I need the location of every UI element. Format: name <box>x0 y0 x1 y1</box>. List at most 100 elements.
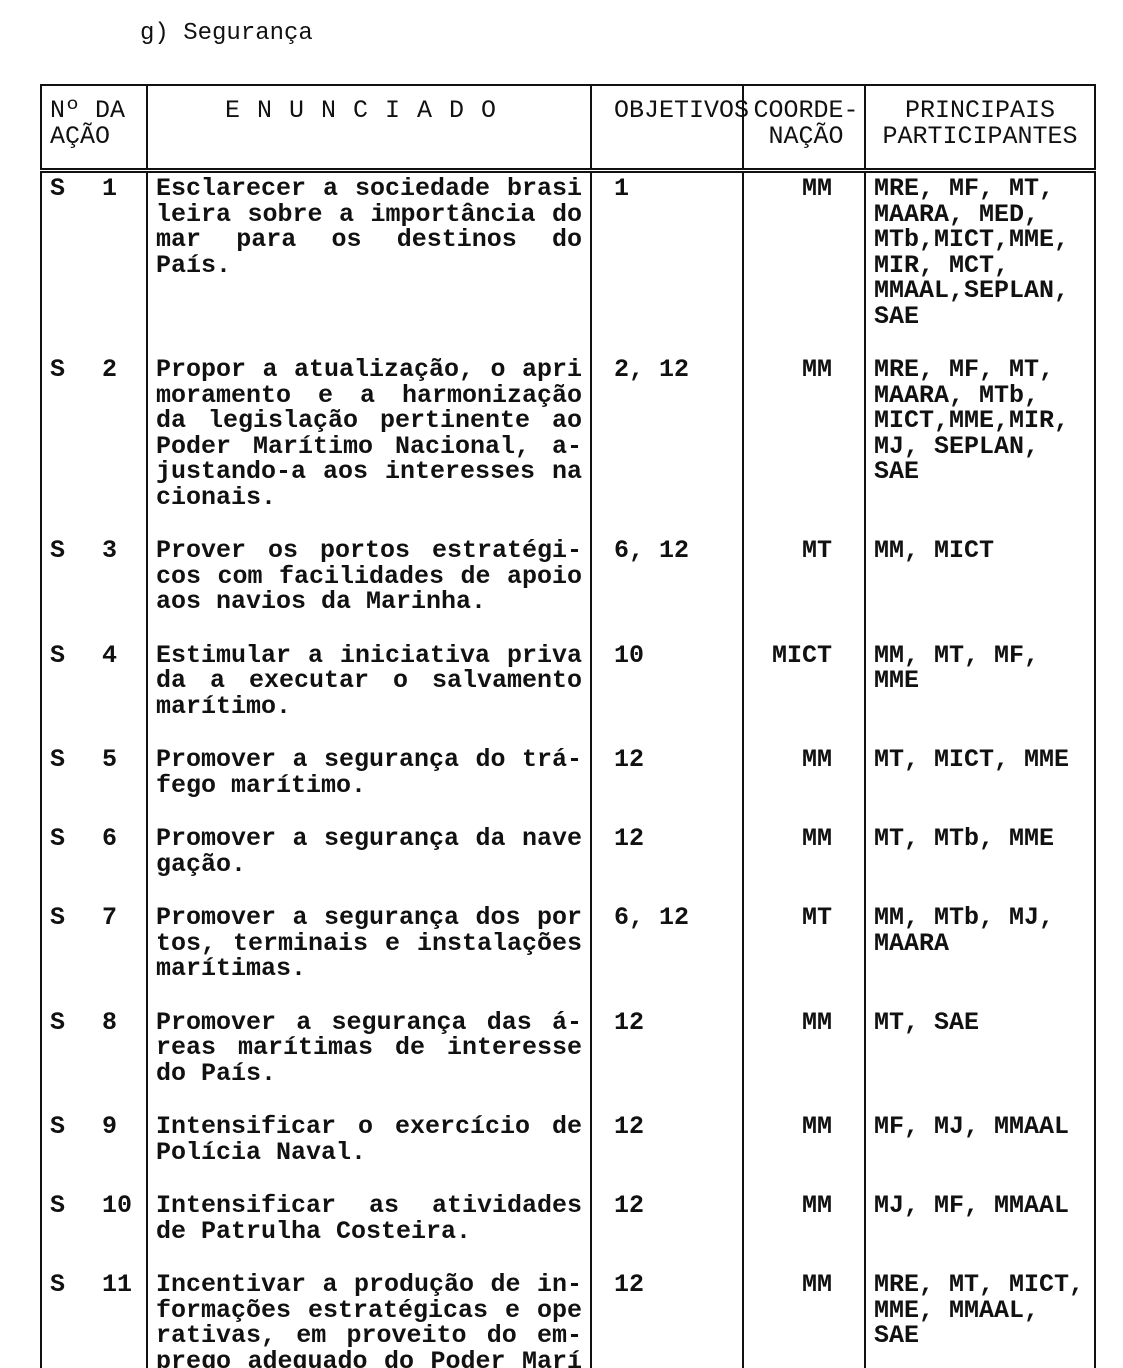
header-cell: PRINCIPAIS PARTICIPANTES <box>864 84 1096 173</box>
cell-text: MM <box>801 1007 832 1037</box>
cell-text: MRE, MT, MICT, <box>874 1270 1085 1299</box>
table-cell: MM <box>742 744 866 823</box>
table-cell: MT, MTb, MME <box>864 823 1096 902</box>
cell-text: MJ, MF, MMAAL <box>874 1191 1070 1220</box>
cell-text: justando-a aos interesses na <box>156 457 582 486</box>
table-cell: MICT <box>742 639 866 744</box>
cell-text: MF, MJ, MMAAL <box>874 1112 1070 1141</box>
table-cell: S 5 <box>40 744 148 823</box>
table-cell: S 7 <box>40 902 148 1007</box>
cell-text: MAARA <box>874 928 950 958</box>
table-cell: MT <box>742 535 866 640</box>
action-number: S 11 <box>50 1270 133 1299</box>
cell-text: País. <box>156 250 232 280</box>
header-text: ENUNCIADO <box>224 96 514 125</box>
cell-text: 1 <box>614 174 630 203</box>
cell-text: da a executar o salvamento <box>156 666 582 695</box>
cell-text: 10 <box>614 640 645 670</box>
table-cell: MM, MTb, MJ, MAARA <box>864 902 1096 1007</box>
header-cell: Nº DA AÇÃO <box>40 84 148 173</box>
cell-text: MMAAL,SEPLAN, <box>874 276 1070 305</box>
cell-text: Incentivar a produção de in- <box>156 1270 582 1299</box>
action-number: S 8 <box>50 1007 118 1037</box>
cell-text: gação. <box>156 849 247 879</box>
table-row: S 1 Esclarecer a sociedade brasi leira sob… <box>40 170 1096 354</box>
table-cell: MRE, MF, MT, MAARA, MTb, MICT,MME,MIR, MJ, … <box>864 354 1096 535</box>
table-row: S 11 Incentivar a produção de in-formaçõe… <box>40 1269 1096 1368</box>
table-cell: MT, MICT, MME <box>864 744 1096 823</box>
cell-text: tos, terminais e instalações <box>156 928 582 958</box>
cell-text: Esclarecer a sociedade brasi <box>156 174 582 203</box>
table-cell: 12 <box>590 1190 744 1269</box>
cell-text: MT, SAE <box>874 1007 980 1037</box>
cell-text: 12 <box>614 1007 645 1037</box>
table-cell: MF, MJ, MMAAL <box>864 1111 1096 1190</box>
table-cell: MM <box>742 823 866 902</box>
table-row: S 6 Promover a segurança da nave gação. 12 M… <box>40 823 1096 902</box>
table-cell: Estimular a iniciativa priva da a executa… <box>146 639 592 744</box>
cell-text: MJ, SEPLAN, <box>874 431 1040 461</box>
cell-text: Promover a segurança dos por <box>156 903 582 932</box>
cell-text: MM <box>801 174 832 203</box>
cell-text: MM, MTb, MJ, <box>874 903 1055 932</box>
table-cell: Promover a segurança da nave gação. <box>146 823 592 902</box>
cell-text: reas marítimas de interesse <box>156 1033 582 1062</box>
cell-text: MM <box>801 1270 832 1299</box>
cell-text: MT <box>801 536 832 565</box>
header-text: COORDE- <box>753 96 859 125</box>
table-cell: Promover a segurança dos por tos, termina… <box>146 902 592 1007</box>
table-cell: S 8 <box>40 1006 148 1111</box>
section-heading: g) Segurança <box>140 20 313 47</box>
header-text: PARTICIPANTES <box>882 121 1078 151</box>
header-text: PRINCIPAIS <box>904 96 1056 125</box>
table-cell: MT <box>742 902 866 1007</box>
cell-text: MAARA, MTb, <box>874 380 1040 410</box>
table-cell: Intensificar as atividades de Patrulha Co… <box>146 1190 592 1269</box>
cell-text: do País. <box>156 1058 277 1088</box>
table-cell: 10 <box>590 639 744 744</box>
table-cell: MM <box>742 1269 866 1368</box>
header-row: Nº DA AÇÃO ENUNCIADO OBJETIVOS COORDE- NAÇÃO P… <box>40 84 1096 173</box>
table-cell: S 2 <box>40 354 148 535</box>
table-cell: Incentivar a produção de in-formações es… <box>146 1269 592 1368</box>
cell-text: marítimo. <box>156 691 292 721</box>
cell-text: Intensificar o exercício de <box>156 1112 582 1141</box>
cell-text: MT <box>801 903 832 932</box>
table-row: S 9 Intensificar o exercício de Polícia Na… <box>40 1111 1096 1190</box>
cell-text: 6, 12 <box>614 903 690 932</box>
table-cell: S 6 <box>40 823 148 902</box>
table-row: S 5 Promover a segurança do trá-fego marí… <box>40 744 1096 823</box>
table-cell: 12 <box>590 1006 744 1111</box>
header-text: AÇÃO <box>50 121 111 151</box>
cell-text: MICT,MME,MIR, <box>874 406 1070 435</box>
cell-text: leira sobre a importância do <box>156 199 582 229</box>
table-cell: MM <box>742 354 866 535</box>
cell-text: 12 <box>614 1270 645 1299</box>
cell-text: MME, MMAAL, <box>874 1295 1040 1325</box>
cell-text: Prover os portos estratégi- <box>156 536 582 565</box>
header-cell: COORDE- NAÇÃO <box>742 84 866 173</box>
cell-text: MME <box>874 666 920 695</box>
table-row: S 4 Estimular a iniciativa priva da a exec… <box>40 639 1096 744</box>
table-cell: MRE, MT, MICT, MME, MMAAL, SAE <box>864 1269 1096 1368</box>
cell-text: marítimas. <box>156 954 307 983</box>
action-number: S 6 <box>50 824 118 853</box>
table-cell: S 10 <box>40 1190 148 1269</box>
table-cell: MM <box>742 1111 866 1190</box>
cell-text: Poder Marítimo Nacional, a- <box>156 431 582 461</box>
table-cell: MT, SAE <box>864 1006 1096 1111</box>
cell-text: moramento e a harmonização <box>156 380 582 410</box>
table-cell: 12 <box>590 1111 744 1190</box>
table-row: S 8 Promover a segurança das á-reas marít… <box>40 1006 1096 1111</box>
cell-text: Intensificar as atividades <box>156 1191 582 1220</box>
table-cell: MRE, MF, MT, MAARA, MED, MTb,MICT,MME, MIR,… <box>864 170 1096 354</box>
cell-text: Promover a segurança das á- <box>156 1007 582 1037</box>
table-cell: MM <box>742 1190 866 1269</box>
table-cell: 6, 12 <box>590 902 744 1007</box>
table-cell: S 11 <box>40 1269 148 1368</box>
cell-text: Propor a atualização, o apri <box>156 355 582 384</box>
cell-text: MTb,MICT,MME, <box>874 225 1070 254</box>
table-cell: MM, MT, MF, MME <box>864 639 1096 744</box>
cell-text: fego marítimo. <box>156 770 367 800</box>
